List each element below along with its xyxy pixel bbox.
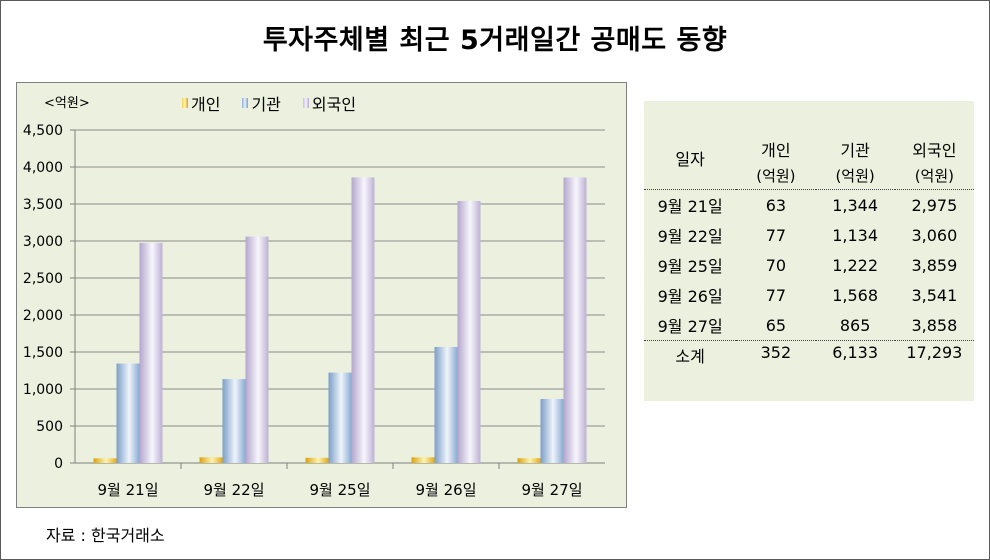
total-institution: 6,133 bbox=[815, 340, 895, 373]
unit-foreign: (억원) bbox=[894, 161, 974, 190]
bar-foreign bbox=[351, 177, 375, 463]
header-foreign: 외국인 bbox=[912, 141, 957, 160]
table-row: 9월 26일 77 1,568 3,541 bbox=[644, 280, 974, 310]
y-tick-label: 1,500 bbox=[23, 345, 63, 361]
x-tick-label: 9월 22일 bbox=[204, 481, 265, 499]
bar-institution bbox=[540, 398, 564, 463]
legend-label-institution: 기관 bbox=[251, 95, 281, 114]
header-individual: 개인 bbox=[761, 141, 791, 160]
cell-foreign: 3,541 bbox=[911, 285, 958, 305]
legend-swatch-foreign bbox=[302, 98, 309, 108]
table-header-row: 일자 개인 기관 외국인 bbox=[644, 127, 974, 190]
total-label: 소계 bbox=[644, 340, 737, 373]
y-tick-label: 3,000 bbox=[23, 234, 63, 250]
cell-institution: 1,134 bbox=[832, 225, 879, 245]
chart-panel: 0 500 1,000 1,500 2,000 2,500 3,000 3,500 4,000 4… bbox=[16, 82, 627, 508]
legend-swatch-individual bbox=[182, 98, 188, 108]
y-tick-label: 2,500 bbox=[23, 271, 63, 287]
y-tick-label: 4,500 bbox=[23, 123, 63, 139]
bar-foreign bbox=[457, 200, 481, 463]
y-tick-label: 0 bbox=[54, 456, 63, 472]
summary-table-panel: 일자 개인 기관 외국인 (억원) (억원) (억원) 9월 21일 63 1,… bbox=[644, 101, 974, 401]
bar-foreign bbox=[563, 177, 587, 463]
bar-individual bbox=[517, 458, 541, 463]
cell-institution: 1,568 bbox=[832, 285, 879, 305]
cell-individual: 63 bbox=[765, 195, 787, 215]
bar-institution bbox=[434, 346, 458, 463]
bar-institution bbox=[116, 363, 140, 463]
unit-label: <억원> bbox=[44, 96, 90, 111]
bar-individual bbox=[411, 457, 435, 463]
table-row: 9월 22일 77 1,134 3,060 bbox=[644, 220, 974, 250]
summary-table: 일자 개인 기관 외국인 (억원) (억원) (억원) 9월 21일 63 1,… bbox=[644, 127, 974, 373]
cell-institution: 865 bbox=[839, 315, 871, 335]
page-title: 투자주체별 최근 5거래일간 공매도 동향 bbox=[262, 25, 728, 56]
bar-foreign bbox=[245, 236, 269, 463]
table-row: 9월 27일 65 865 3,858 bbox=[644, 310, 974, 341]
table-total-row: 소계 352 6,133 17,293 bbox=[644, 340, 974, 373]
header-date: 일자 bbox=[644, 127, 737, 190]
y-tick-label: 1,000 bbox=[23, 382, 63, 398]
cell-date: 9월 27일 bbox=[657, 317, 723, 336]
cell-institution: 1,222 bbox=[832, 255, 879, 275]
source-note: 자료 : 한국거래소 bbox=[46, 526, 165, 545]
y-tick-label: 2,000 bbox=[23, 308, 63, 324]
unit-individual: (억원) bbox=[736, 161, 816, 190]
total-individual: 352 bbox=[736, 340, 816, 373]
legend-label-individual: 개인 bbox=[191, 95, 221, 114]
bar-chart: 0 500 1,000 1,500 2,000 2,500 3,000 3,500 4,000 4… bbox=[23, 123, 605, 499]
legend-item-individual: 개인 bbox=[182, 91, 220, 115]
legend-item-foreign: 외국인 bbox=[302, 91, 357, 115]
header-institution: 기관 bbox=[840, 141, 870, 160]
cell-individual: 70 bbox=[765, 255, 787, 275]
cell-date: 9월 26일 bbox=[657, 287, 723, 306]
cell-date: 9월 22일 bbox=[657, 227, 723, 246]
y-tick-label: 4,000 bbox=[23, 160, 63, 176]
cell-foreign: 3,858 bbox=[911, 315, 958, 335]
x-tick-label: 9월 27일 bbox=[522, 481, 583, 499]
chart-legend: 개인 기관 외국인 bbox=[182, 91, 356, 115]
y-tick-label: 500 bbox=[36, 419, 63, 435]
cell-date: 9월 21일 bbox=[657, 197, 723, 216]
cell-foreign: 3,859 bbox=[911, 255, 958, 275]
cell-individual: 65 bbox=[765, 315, 787, 335]
cell-foreign: 3,060 bbox=[911, 225, 958, 245]
table-row: 9월 25일 70 1,222 3,859 bbox=[644, 250, 974, 280]
unit-institution: (억원) bbox=[815, 161, 895, 190]
total-foreign: 17,293 bbox=[894, 340, 974, 373]
legend-swatch-institution bbox=[242, 98, 249, 108]
x-tick-label: 9월 25일 bbox=[310, 481, 371, 499]
bar-institution bbox=[222, 379, 246, 463]
table-row: 9월 21일 63 1,344 2,975 bbox=[644, 190, 974, 221]
bar-individual bbox=[305, 457, 329, 463]
cell-foreign: 2,975 bbox=[911, 195, 958, 215]
cell-individual: 77 bbox=[765, 285, 787, 305]
bar-individual bbox=[199, 457, 223, 463]
x-tick-label: 9월 26일 bbox=[416, 481, 477, 499]
bar-individual bbox=[93, 458, 117, 463]
cell-individual: 77 bbox=[765, 225, 787, 245]
x-tick-label: 9월 21일 bbox=[98, 481, 159, 499]
cell-date: 9월 25일 bbox=[657, 257, 723, 276]
legend-label-foreign: 외국인 bbox=[311, 95, 357, 114]
y-tick-label: 3,500 bbox=[23, 197, 63, 213]
table-unit-row: (억원) (억원) (억원) bbox=[644, 161, 974, 190]
bar-foreign bbox=[139, 242, 163, 463]
cell-institution: 1,344 bbox=[832, 195, 879, 215]
legend-item-institution: 기관 bbox=[242, 91, 281, 115]
bar-institution bbox=[328, 372, 352, 463]
